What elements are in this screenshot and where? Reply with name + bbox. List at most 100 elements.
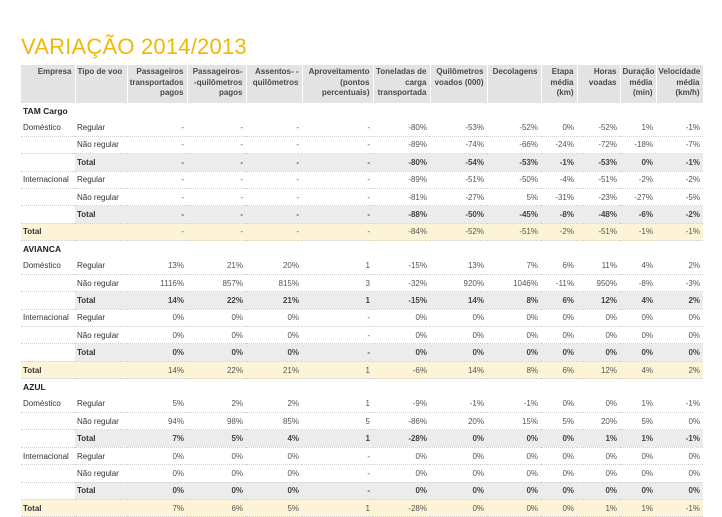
value-cell: 1 (302, 395, 373, 414)
value-cell: 0% (430, 482, 487, 500)
value-cell: 15% (487, 412, 541, 431)
company-name: TAM Cargo (23, 106, 68, 117)
header-row: Empresa Tipo de voo Passageiros transpor… (21, 65, 704, 103)
value-cell: 0% (620, 309, 656, 328)
value-cell: 2% (246, 395, 302, 414)
value-cell: 13% (127, 257, 187, 275)
value-cell: 5% (127, 395, 187, 414)
table-row: Doméstico Regular 5% 2% 2% 1 -9% -1% -1% 0% 0% 1% -1… (21, 395, 703, 414)
value-cell: 8% (487, 291, 541, 310)
total-value-cell: 0% (541, 499, 577, 517)
value-cell: 22% (187, 291, 246, 310)
value-cell: 0% (373, 309, 430, 328)
segment-label (21, 464, 75, 483)
value-cell: -52% (487, 119, 541, 137)
empty-cell (75, 223, 127, 242)
value-cell: 0% (187, 482, 246, 500)
total-value-cell: 2% (656, 361, 703, 380)
company-row: AZUL (21, 379, 703, 396)
company-total-row: Total 14% 22% 21% 1 -6% 14% 8% 6% 12% 4% 2% (21, 361, 703, 380)
header-passageiros-km: Passageiros- -quilômetros pagos (187, 65, 247, 103)
value-cell: - (187, 171, 246, 189)
segment-label: Doméstico (21, 395, 75, 414)
value-cell: -51% (430, 171, 487, 189)
value-cell: - (127, 188, 187, 207)
value-cell: 2% (187, 395, 246, 414)
segment-label: Internacional (21, 309, 75, 328)
value-cell: 0% (246, 482, 302, 500)
flight-type: Não regular (75, 136, 127, 155)
total-value-cell: 7% (127, 499, 187, 517)
segment-label: Doméstico (21, 119, 75, 137)
total-value-cell: - (127, 223, 187, 242)
value-cell: - (302, 188, 373, 207)
value-cell: 13% (430, 257, 487, 275)
table-row: Não regular - - - - -81% -27% 5% -31% -23% -27% -5% (21, 188, 703, 207)
value-cell: -8% (620, 274, 656, 293)
value-cell: 0% (577, 447, 620, 466)
value-cell: 0% (487, 326, 541, 345)
value-cell: - (302, 205, 373, 224)
value-cell: -89% (373, 136, 430, 155)
value-cell: - (302, 153, 373, 172)
value-cell: 94% (127, 412, 187, 431)
company-name: AVIANCA (23, 244, 62, 255)
value-cell: - (246, 119, 302, 137)
total-value-cell: - (187, 223, 246, 242)
value-cell: 14% (127, 291, 187, 310)
segment-label (21, 343, 75, 362)
value-cell: 0% (187, 464, 246, 483)
value-cell: -2% (656, 205, 703, 224)
total-label: Total (21, 499, 75, 517)
value-cell: 5% (487, 188, 541, 207)
value-cell: -2% (620, 171, 656, 189)
total-value-cell: 4% (620, 361, 656, 380)
value-cell: - (127, 205, 187, 224)
value-cell: 0% (577, 326, 620, 345)
empty-cell (75, 499, 127, 517)
value-cell: 0% (487, 429, 541, 448)
value-cell: 0% (373, 447, 430, 466)
total-value-cell: 0% (487, 499, 541, 517)
value-cell: 0% (541, 464, 577, 483)
value-cell: -1% (430, 395, 487, 414)
flight-type: Total (75, 343, 127, 362)
value-cell: 0% (541, 343, 577, 362)
value-cell: 0% (620, 464, 656, 483)
value-cell: 0% (430, 326, 487, 345)
value-cell: - (302, 136, 373, 155)
value-cell: 0% (430, 447, 487, 466)
value-cell: -9% (373, 395, 430, 414)
value-cell: 0% (127, 343, 187, 362)
value-cell: 0% (430, 464, 487, 483)
value-cell: 2% (656, 257, 703, 275)
value-cell: -66% (487, 136, 541, 155)
total-value-cell: -84% (373, 223, 430, 242)
total-value-cell: 5% (246, 499, 302, 517)
value-cell: -4% (541, 171, 577, 189)
header-passageiros: Passageiros transportados pagos (127, 65, 188, 103)
flight-type: Regular (75, 257, 127, 275)
flight-type: Total (75, 429, 127, 448)
total-value-cell: -1% (656, 499, 703, 517)
value-cell: -53% (430, 119, 487, 137)
variation-table: Empresa Tipo de voo Passageiros transpor… (21, 65, 704, 517)
value-cell: 0% (373, 482, 430, 500)
value-cell: 0% (541, 395, 577, 414)
value-cell: -88% (373, 205, 430, 224)
value-cell: 1 (302, 429, 373, 448)
value-cell: 0% (127, 464, 187, 483)
value-cell: 11% (577, 257, 620, 275)
value-cell: 0% (541, 447, 577, 466)
flight-type: Regular (75, 171, 127, 189)
empty-cell (75, 361, 127, 380)
value-cell: 1 (302, 291, 373, 310)
value-cell: 0% (656, 326, 703, 345)
total-value-cell: - (302, 223, 373, 242)
value-cell: - (127, 171, 187, 189)
value-cell: -1% (656, 153, 703, 172)
value-cell: 0% (430, 429, 487, 448)
value-cell: 0% (577, 309, 620, 328)
segment-label (21, 291, 75, 310)
value-cell: - (127, 153, 187, 172)
